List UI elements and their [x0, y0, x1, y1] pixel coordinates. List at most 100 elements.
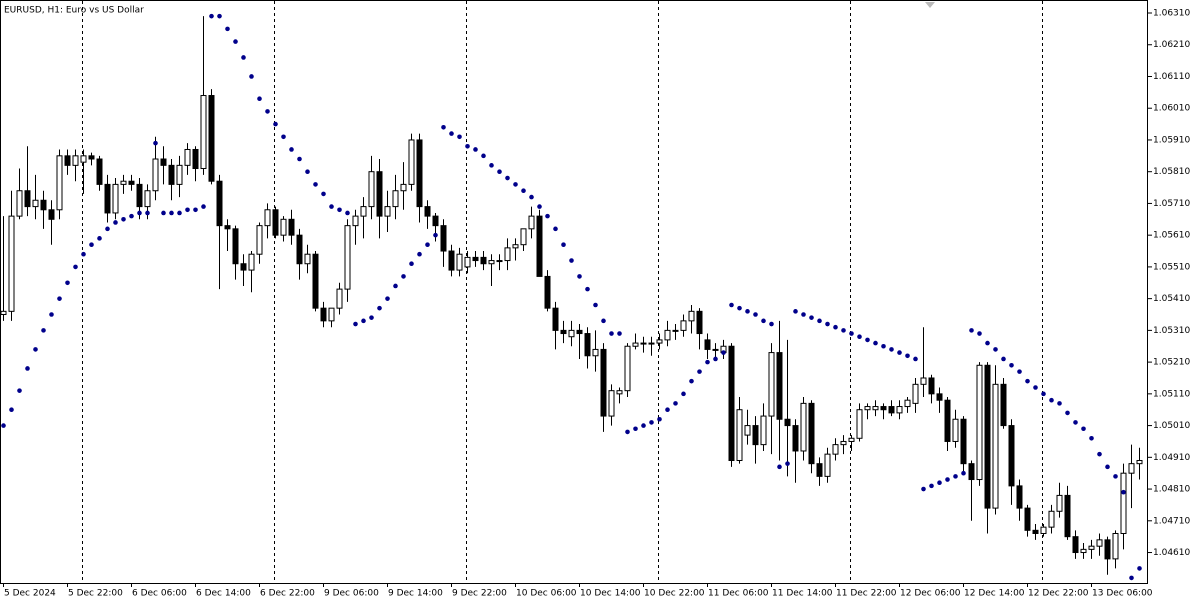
candle-body [448, 250, 455, 271]
x-tick-label: 10 Dec 22:00 [644, 589, 705, 599]
indicator-dot [609, 331, 614, 336]
candle-body [1080, 548, 1087, 554]
y-tick-label: 1.05310 [1153, 326, 1190, 336]
x-tick-label: 12 Dec 22:00 [1028, 589, 1089, 599]
indicator-dot [289, 147, 294, 152]
y-tick-label: 1.05010 [1153, 421, 1190, 431]
indicator-dot [977, 331, 982, 336]
candle-body [80, 155, 87, 163]
indicator-dot [361, 318, 366, 324]
candle-body [248, 253, 255, 271]
candle-body [952, 418, 959, 442]
indicator-dot [921, 486, 926, 492]
indicator-dot [521, 188, 526, 194]
candle-body [624, 345, 631, 392]
candle-body [64, 155, 71, 166]
x-tick-label: 10 Dec 06:00 [516, 589, 577, 599]
indicator-dot [529, 194, 534, 200]
indicator-dot [905, 353, 910, 359]
candle-body [232, 228, 239, 265]
y-tick-label: 1.05410 [1153, 294, 1190, 304]
indicator-dot [601, 318, 606, 324]
indicator-dot [1009, 362, 1014, 368]
candle-body [1112, 532, 1119, 560]
indicator-dot [665, 407, 670, 413]
candle-body [256, 225, 263, 255]
indicator-dot [689, 378, 694, 384]
indicator-dot [1057, 401, 1062, 406]
candle-body [72, 155, 79, 166]
candle-body [544, 275, 551, 309]
indicator-dot [473, 147, 478, 152]
indicator-dot [737, 305, 742, 311]
y-tick-label: 1.05910 [1153, 135, 1190, 145]
candle-body [576, 329, 583, 335]
candle-body [672, 329, 679, 332]
candle-body [424, 206, 431, 217]
indicator-dot [649, 420, 654, 425]
candle-body [480, 256, 487, 265]
candle-body [144, 190, 151, 208]
candle-body [192, 148, 199, 170]
candle-body [776, 352, 783, 420]
indicator-dot [641, 423, 646, 428]
y-tick-label: 1.06010 [1153, 104, 1190, 114]
candle-body [920, 377, 927, 385]
candle-body [848, 437, 855, 442]
indicator-dot [729, 302, 734, 308]
x-tick-label: 9 Dec 06:00 [324, 589, 379, 599]
candle-body [792, 425, 799, 452]
candle-body [656, 339, 663, 344]
x-tick-label: 11 Dec 06:00 [708, 589, 769, 599]
indicator-dot [385, 296, 390, 301]
x-tick-label: 9 Dec 14:00 [388, 589, 443, 599]
indicator-dot [249, 74, 254, 79]
candle-body [168, 164, 175, 185]
indicator-dot [801, 312, 806, 317]
candle-body [56, 155, 63, 211]
candle-body [616, 390, 623, 395]
candle-body [1104, 539, 1111, 560]
indicator-dot [1121, 489, 1126, 495]
candle-body [664, 329, 671, 341]
candle-body [872, 406, 879, 411]
indicator-dot [17, 388, 22, 393]
indicator-dot [257, 96, 262, 102]
candle-body [632, 342, 639, 347]
candle-body [744, 425, 751, 436]
candle-body [112, 183, 119, 214]
y-tick-label: 1.06210 [1153, 40, 1190, 50]
y-tick-label: 1.05510 [1153, 262, 1190, 272]
candle-body [8, 215, 15, 312]
candle-body [1056, 494, 1063, 512]
y-tick-label: 1.04810 [1153, 485, 1190, 495]
indicator-dot [857, 334, 862, 340]
candle-body [600, 348, 607, 417]
indicator-dot [345, 210, 350, 216]
candle-body [1048, 510, 1055, 528]
candle-body [152, 158, 159, 192]
y-tick-label: 1.04710 [1153, 516, 1190, 526]
candle-body [688, 310, 695, 322]
indicator-dot [817, 318, 822, 324]
plot-frame [0, 0, 1148, 584]
candle-body [208, 95, 215, 182]
indicator-dot [1049, 397, 1054, 403]
candle-body [280, 218, 287, 236]
x-tick-label: 9 Dec 22:00 [452, 589, 507, 599]
indicator-dot [793, 309, 798, 314]
indicator-dot [537, 204, 542, 209]
indicator-dot [561, 242, 566, 247]
indicator-dot [961, 470, 966, 476]
candle-body [568, 329, 575, 338]
candle-body [96, 158, 103, 185]
candle-body [1096, 539, 1103, 547]
candle-body [440, 225, 447, 252]
candle-body [352, 215, 359, 227]
indicator-dot [73, 264, 78, 270]
candle-body [768, 352, 775, 417]
indicator-dot [297, 156, 302, 162]
candle-body [1000, 383, 1007, 427]
indicator-dot [513, 182, 518, 187]
